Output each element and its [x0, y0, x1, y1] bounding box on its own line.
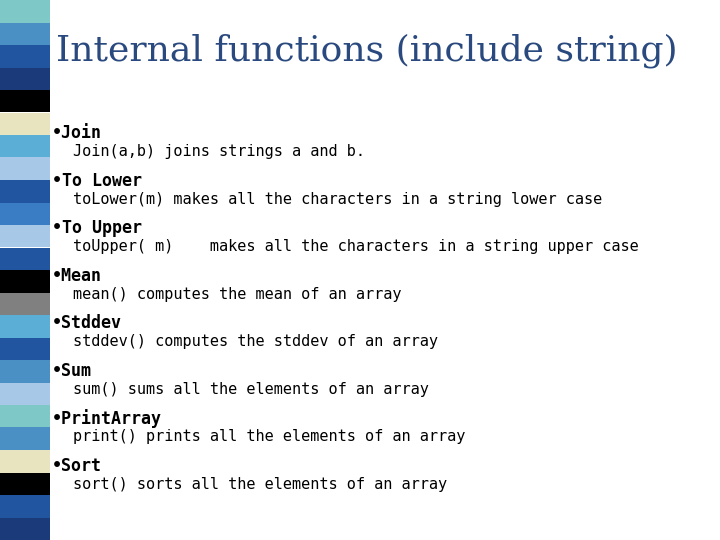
- Text: toLower(m) makes all the characters in a string lower case: toLower(m) makes all the characters in a…: [73, 192, 603, 207]
- Text: •To Lower: •To Lower: [52, 172, 142, 190]
- Text: •PrintArray: •PrintArray: [52, 409, 162, 428]
- Bar: [0, 45, 50, 68]
- Text: sort() sorts all the elements of an array: sort() sorts all the elements of an arra…: [73, 477, 448, 492]
- Bar: [0, 495, 50, 517]
- Bar: [0, 68, 50, 90]
- Text: •Sort: •Sort: [52, 457, 102, 475]
- Bar: [0, 90, 50, 112]
- Text: mean() computes the mean of an array: mean() computes the mean of an array: [73, 287, 402, 302]
- Bar: [0, 517, 50, 540]
- Bar: [0, 270, 50, 293]
- Bar: [0, 338, 50, 360]
- Text: stddev() computes the stddev of an array: stddev() computes the stddev of an array: [73, 334, 438, 349]
- Bar: [0, 180, 50, 202]
- Bar: [0, 293, 50, 315]
- Bar: [0, 0, 50, 23]
- Text: •Sum: •Sum: [52, 362, 92, 380]
- Bar: [0, 360, 50, 382]
- Bar: [0, 158, 50, 180]
- Bar: [0, 202, 50, 225]
- Bar: [0, 472, 50, 495]
- Bar: [0, 225, 50, 247]
- Bar: [0, 315, 50, 338]
- Text: Internal functions (include string): Internal functions (include string): [56, 33, 678, 68]
- Text: sum() sums all the elements of an array: sum() sums all the elements of an array: [73, 382, 429, 397]
- Bar: [0, 135, 50, 158]
- Bar: [0, 428, 50, 450]
- Bar: [0, 450, 50, 472]
- Text: •Join: •Join: [52, 124, 102, 142]
- Text: •To Upper: •To Upper: [52, 219, 142, 237]
- Text: •Stddev: •Stddev: [52, 314, 122, 332]
- Bar: [0, 382, 50, 405]
- Bar: [0, 247, 50, 270]
- Bar: [0, 112, 50, 135]
- Text: toUpper( m)    makes all the characters in a string upper case: toUpper( m) makes all the characters in …: [73, 239, 639, 254]
- Bar: [0, 23, 50, 45]
- Text: print() prints all the elements of an array: print() prints all the elements of an ar…: [73, 429, 466, 444]
- Text: •Mean: •Mean: [52, 267, 102, 285]
- Bar: [0, 405, 50, 428]
- Text: Join(a,b) joins strings a and b.: Join(a,b) joins strings a and b.: [73, 144, 366, 159]
